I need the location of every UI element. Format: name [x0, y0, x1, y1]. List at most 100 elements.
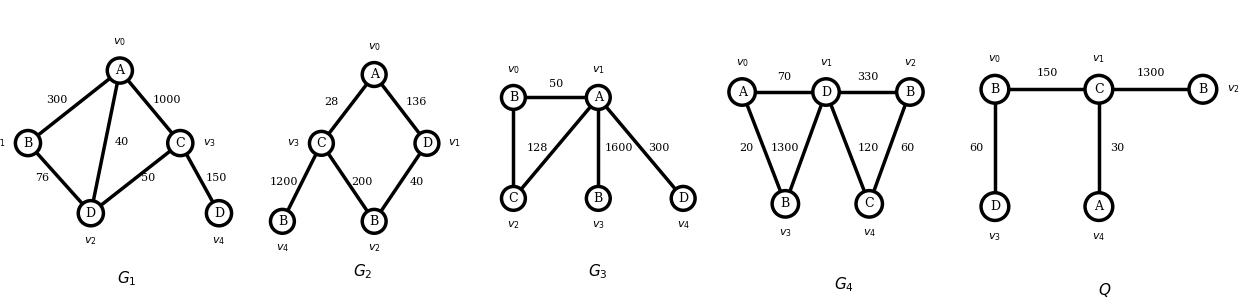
Text: D: D: [821, 85, 831, 99]
Circle shape: [671, 186, 696, 210]
Text: 1600: 1600: [605, 143, 634, 153]
Circle shape: [981, 75, 1009, 103]
Text: $v_{2}$: $v_{2}$: [368, 242, 381, 254]
Text: $v_{1}$: $v_{1}$: [820, 57, 832, 69]
Text: B: B: [370, 215, 378, 228]
Text: $v_{0}$: $v_{0}$: [735, 57, 749, 69]
Text: 330: 330: [857, 72, 879, 82]
Text: $v_{3}$: $v_{3}$: [779, 227, 792, 239]
Text: $v_{3}$: $v_{3}$: [202, 137, 216, 149]
Text: 1000: 1000: [153, 95, 181, 105]
Circle shape: [362, 210, 386, 233]
Text: 28: 28: [325, 97, 339, 107]
Text: $v_{4}$: $v_{4}$: [1092, 231, 1105, 243]
Text: $v_{0}$: $v_{0}$: [368, 41, 381, 53]
Text: 1200: 1200: [269, 177, 298, 187]
Circle shape: [587, 186, 610, 210]
Text: B: B: [991, 83, 999, 96]
Text: A: A: [738, 85, 746, 99]
Text: $Q$: $Q$: [1097, 281, 1111, 299]
Text: $v_{0}$: $v_{0}$: [988, 53, 1002, 65]
Text: A: A: [594, 91, 603, 104]
Text: $v_{3}$: $v_{3}$: [591, 220, 605, 231]
Text: 50: 50: [549, 79, 563, 89]
Text: $v_{4}$: $v_{4}$: [863, 227, 875, 239]
Text: 150: 150: [206, 173, 227, 183]
Text: $v_{0}$: $v_{0}$: [507, 65, 520, 76]
Circle shape: [729, 79, 755, 105]
Text: $v_{1}$: $v_{1}$: [448, 138, 461, 149]
Text: B: B: [1198, 83, 1208, 96]
Text: $G_{4}$: $G_{4}$: [833, 275, 854, 294]
Text: D: D: [422, 137, 432, 150]
Text: 300: 300: [46, 95, 68, 105]
Text: $v_{1}$: $v_{1}$: [591, 65, 605, 76]
Text: $v_{4}$: $v_{4}$: [275, 242, 289, 254]
Text: $G_{1}$: $G_{1}$: [118, 269, 136, 288]
Text: 1300: 1300: [1137, 68, 1166, 78]
Text: 40: 40: [115, 137, 129, 147]
Text: 40: 40: [409, 177, 424, 187]
Circle shape: [501, 85, 526, 109]
Text: $v_{2}$: $v_{2}$: [904, 57, 916, 69]
Circle shape: [587, 85, 610, 109]
Text: A: A: [115, 64, 124, 77]
Text: B: B: [508, 91, 518, 104]
Text: B: B: [24, 137, 32, 149]
Circle shape: [310, 131, 334, 155]
Text: 60: 60: [970, 143, 983, 153]
Text: C: C: [176, 137, 185, 149]
Text: 300: 300: [649, 143, 670, 153]
Text: $v_{2}$: $v_{2}$: [1228, 83, 1240, 95]
Text: A: A: [1095, 200, 1104, 213]
Text: 120: 120: [857, 143, 879, 153]
Circle shape: [501, 186, 526, 210]
Text: $v_{3}$: $v_{3}$: [288, 138, 300, 149]
Text: $G_{2}$: $G_{2}$: [353, 263, 372, 281]
Circle shape: [415, 131, 439, 155]
Text: 70: 70: [777, 72, 791, 82]
Text: C: C: [1094, 83, 1104, 96]
Circle shape: [78, 201, 103, 226]
Circle shape: [1085, 75, 1112, 103]
Text: $v_{2}$: $v_{2}$: [507, 220, 520, 231]
Text: $v_{0}$: $v_{0}$: [113, 37, 126, 48]
Circle shape: [897, 79, 923, 105]
Text: $v_{2}$: $v_{2}$: [84, 235, 97, 247]
Circle shape: [167, 131, 193, 156]
Circle shape: [856, 191, 883, 217]
Text: B: B: [278, 215, 286, 228]
Text: D: D: [990, 200, 999, 213]
Text: D: D: [678, 192, 688, 205]
Circle shape: [812, 79, 839, 105]
Text: $G_{3}$: $G_{3}$: [589, 263, 608, 281]
Text: B: B: [905, 85, 915, 99]
Text: 1300: 1300: [771, 143, 800, 153]
Circle shape: [773, 191, 799, 217]
Text: 128: 128: [527, 143, 548, 153]
Circle shape: [108, 58, 133, 83]
Text: B: B: [781, 197, 790, 210]
Text: $v_{1}$: $v_{1}$: [1092, 53, 1105, 65]
Text: D: D: [86, 207, 95, 220]
Text: 200: 200: [351, 177, 372, 187]
Circle shape: [15, 131, 41, 156]
Text: C: C: [316, 137, 326, 150]
Text: B: B: [594, 192, 603, 205]
Text: $v_{3}$: $v_{3}$: [988, 231, 1002, 243]
Text: D: D: [215, 207, 224, 220]
Text: $v_{4}$: $v_{4}$: [677, 220, 689, 231]
Circle shape: [981, 193, 1009, 221]
Text: 76: 76: [36, 173, 50, 183]
Text: A: A: [370, 68, 378, 81]
Text: 50: 50: [140, 173, 155, 183]
Circle shape: [1085, 193, 1112, 221]
Circle shape: [206, 201, 232, 226]
Text: C: C: [864, 197, 874, 210]
Text: 20: 20: [739, 143, 753, 153]
Circle shape: [362, 63, 386, 86]
Circle shape: [1189, 75, 1216, 103]
Text: 60: 60: [900, 143, 914, 153]
Text: $v_{4}$: $v_{4}$: [212, 235, 226, 247]
Text: $v_{1}$: $v_{1}$: [0, 137, 6, 149]
